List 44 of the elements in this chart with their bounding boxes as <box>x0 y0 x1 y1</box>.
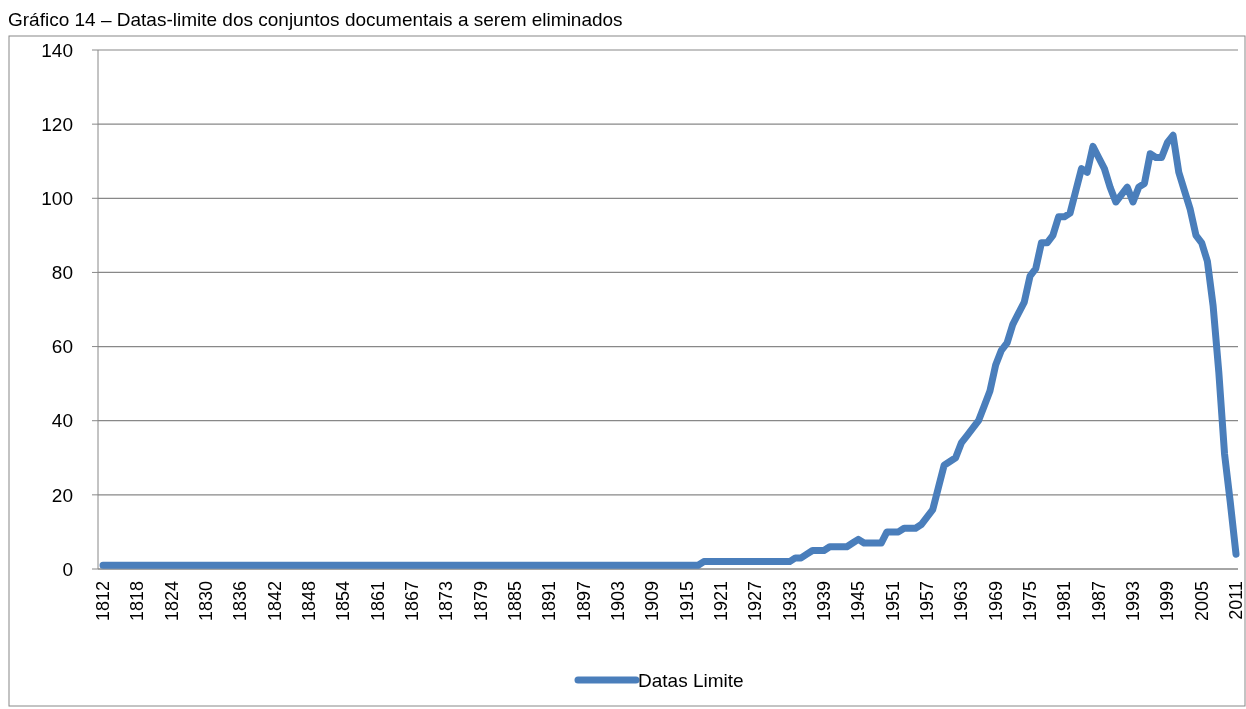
y-tick-label: 40 <box>51 410 73 432</box>
x-tick-label: 1824 <box>161 581 182 622</box>
y-tick-label: 0 <box>62 558 73 580</box>
y-tick-label: 80 <box>51 262 73 284</box>
x-tick-label: 1879 <box>470 581 491 622</box>
x-tick-label: 1993 <box>1123 581 1143 622</box>
x-tick-label: 1987 <box>1088 581 1109 622</box>
x-tick-label: 1842 <box>264 581 285 622</box>
legend-label: Datas Limite <box>638 669 744 691</box>
x-tick-label: 1818 <box>127 581 148 622</box>
x-tick-label: 1939 <box>814 581 834 622</box>
x-tick-label: 1975 <box>1020 581 1040 622</box>
x-tick-label: 2005 <box>1191 581 1212 622</box>
x-tick-label: 1854 <box>333 581 354 622</box>
x-tick-label: 1873 <box>436 581 457 622</box>
x-tick-label: 1861 <box>367 581 388 622</box>
x-tick-label: 1933 <box>779 581 800 622</box>
chart-title: Gráfico 14 – Datas-limite dos conjuntos documentais a serem eliminados <box>8 9 623 30</box>
x-tick-label: 1963 <box>951 581 972 622</box>
x-tick-label: 1848 <box>299 581 319 622</box>
y-tick-label: 120 <box>41 113 73 135</box>
y-tick-label: 100 <box>41 187 73 209</box>
x-tick-label: 1969 <box>985 581 1006 622</box>
x-tick-label: 1957 <box>917 581 937 622</box>
x-tick-label: 1981 <box>1054 581 1075 622</box>
x-tick-label: 1921 <box>711 581 731 622</box>
x-tick-label: 2011 <box>1226 581 1246 620</box>
x-tick-label: 1927 <box>745 581 766 622</box>
x-tick-label: 1897 <box>573 581 594 622</box>
x-tick-label: 1945 <box>848 581 869 622</box>
x-tick-label: 1903 <box>608 581 628 622</box>
x-tick-label: 1891 <box>539 581 560 622</box>
x-tick-label: 1836 <box>230 581 251 622</box>
y-tick-label: 60 <box>51 336 73 358</box>
x-tick-label: 1951 <box>882 581 903 622</box>
x-tick-label: 1885 <box>505 581 525 622</box>
x-tick-label: 1867 <box>402 581 422 622</box>
x-tick-label: 1915 <box>676 581 697 622</box>
x-tick-label: 1999 <box>1157 581 1178 622</box>
x-tick-label: 1830 <box>196 581 216 622</box>
y-tick-label: 20 <box>51 484 73 506</box>
x-tick-label: 1812 <box>93 581 113 622</box>
x-tick-label: 1909 <box>642 581 663 622</box>
y-tick-label: 140 <box>41 39 73 61</box>
